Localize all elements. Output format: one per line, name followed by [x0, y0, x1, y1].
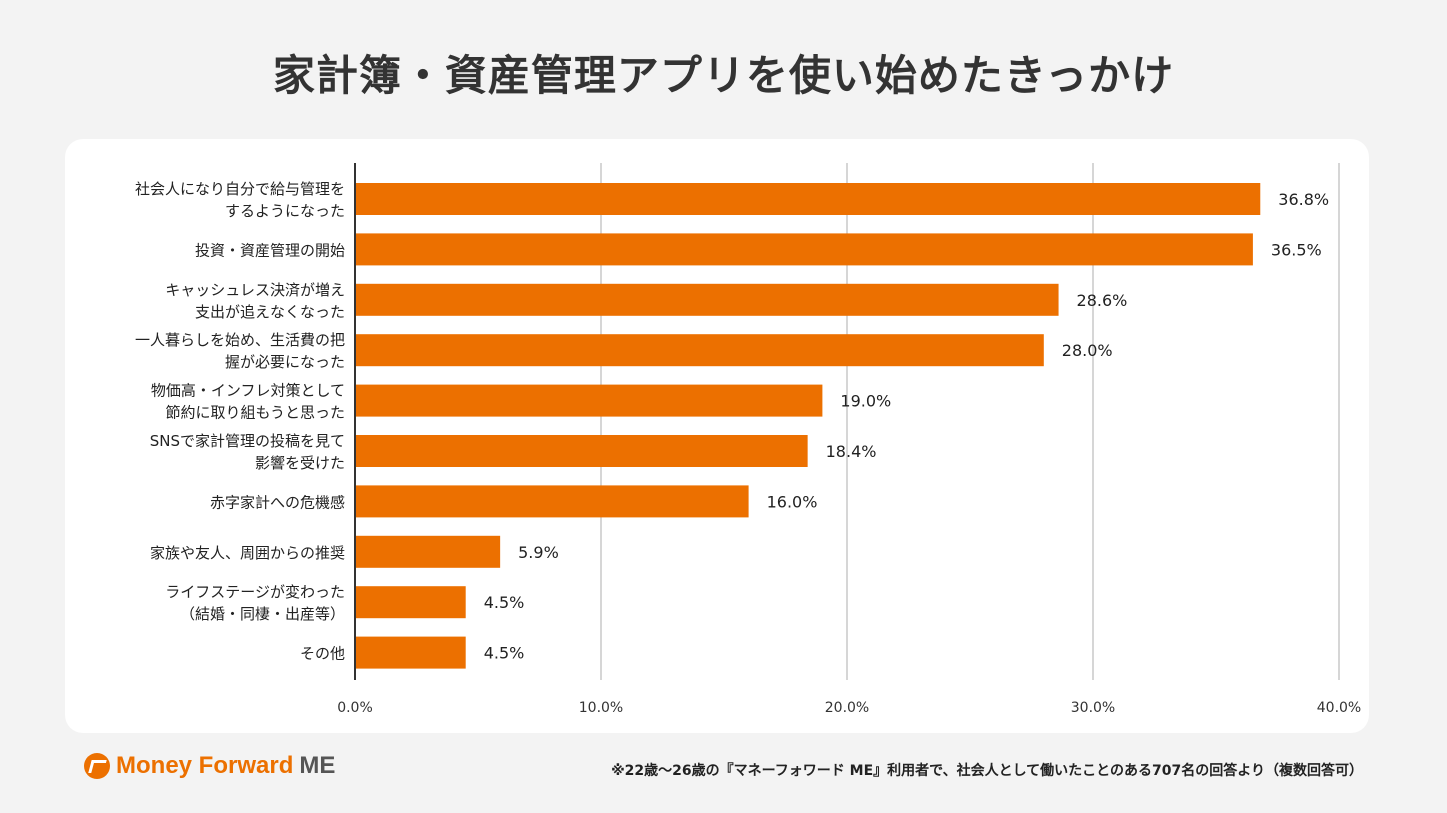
data-label: 19.0%: [840, 392, 891, 411]
data-label: 36.5%: [1271, 240, 1322, 259]
category-label: するようになった: [225, 202, 345, 220]
x-tick-label: 10.0%: [579, 700, 623, 716]
data-label: 28.6%: [1077, 291, 1128, 310]
data-label: 5.9%: [518, 543, 559, 562]
category-label: 投資・資産管理の開始: [195, 241, 345, 259]
category-label: その他: [300, 645, 345, 663]
category-label: SNSで家計管理の投稿を見て: [150, 432, 345, 450]
brand-suffix: ME: [299, 752, 336, 779]
x-tick-label: 40.0%: [1317, 700, 1361, 716]
bar: [355, 183, 1261, 215]
page-title: 家計簿・資産管理アプリを使い始めたきっかけ: [272, 51, 1175, 100]
bar: [355, 535, 501, 568]
category-label: ライフステージが変わった: [165, 583, 345, 601]
category-label: （結婚・同棲・出産等）: [180, 605, 345, 623]
money-forward-logo-icon: [84, 753, 110, 779]
bar: [355, 283, 1059, 316]
bar: [355, 334, 1044, 367]
data-label: 4.5%: [484, 644, 525, 663]
category-label: 握が必要になった: [225, 353, 345, 371]
footnote: ※22歳〜26歳の『マネーフォワード ME』利用者で、社会人として働いたことのあ…: [611, 763, 1363, 779]
bar: [355, 485, 749, 518]
category-label: 支出が追えなくなった: [195, 303, 345, 321]
data-label: 4.5%: [484, 593, 525, 612]
data-label: 18.4%: [826, 442, 877, 461]
bar: [355, 233, 1253, 266]
category-label: 一人暮らしを始め、生活費の把: [135, 331, 345, 349]
bar: [355, 384, 823, 417]
data-label: 28.0%: [1062, 341, 1113, 360]
category-label: 社会人になり自分で給与管理を: [135, 180, 345, 198]
bar: [355, 636, 466, 669]
category-label: キャッシュレス決済が増え: [165, 281, 345, 299]
category-label: 影響を受けた: [255, 454, 345, 472]
category-label: 家族や友人、周囲からの推奨: [150, 544, 345, 562]
category-label: 節約に取り組もうと思った: [165, 404, 345, 422]
bar: [355, 435, 808, 467]
x-tick-label: 30.0%: [1071, 700, 1115, 716]
bar: [355, 586, 466, 619]
brand-name: Money Forward: [116, 752, 294, 779]
x-tick-label: 0.0%: [337, 700, 373, 716]
brand-logo: Money Forward ME: [84, 752, 335, 780]
data-label: 36.8%: [1278, 190, 1329, 209]
data-label: 16.0%: [767, 492, 818, 511]
x-tick-label: 20.0%: [825, 700, 869, 716]
category-label: 物価高・インフレ対策として: [151, 382, 345, 400]
category-label: 赤字家計への危機感: [210, 493, 345, 511]
